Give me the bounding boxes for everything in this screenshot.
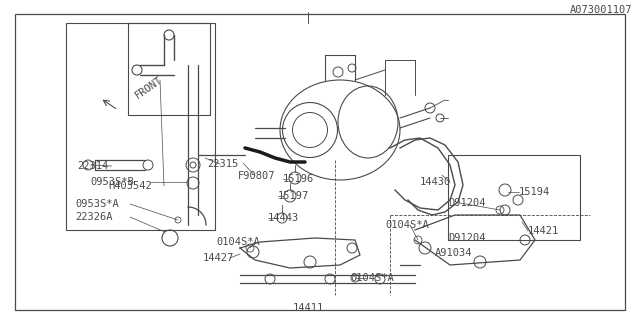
- Text: D91204: D91204: [448, 198, 486, 208]
- Text: 14421: 14421: [528, 226, 559, 236]
- Text: 22314: 22314: [77, 161, 108, 171]
- Text: 14411: 14411: [292, 303, 324, 313]
- Text: 0104S*A: 0104S*A: [350, 273, 394, 283]
- Text: F90807: F90807: [238, 171, 275, 181]
- Text: 15196: 15196: [283, 174, 314, 184]
- Text: 0104S*A: 0104S*A: [216, 237, 260, 247]
- Text: 14443: 14443: [268, 213, 300, 223]
- Bar: [66, 23, 215, 230]
- Text: 22326A: 22326A: [75, 212, 113, 222]
- Text: A91034: A91034: [435, 248, 472, 258]
- Text: 14427: 14427: [203, 253, 234, 263]
- Text: 14430: 14430: [420, 177, 451, 187]
- Text: 22315: 22315: [207, 159, 238, 169]
- Text: A073001107: A073001107: [570, 5, 632, 15]
- Text: 15197: 15197: [278, 191, 309, 201]
- Text: D91204: D91204: [448, 233, 486, 243]
- Bar: [128, 23, 210, 115]
- Text: H403542: H403542: [108, 181, 152, 191]
- Text: 0104S*A: 0104S*A: [385, 220, 429, 230]
- Text: 0953S*A: 0953S*A: [75, 199, 119, 209]
- Text: 0953S*B: 0953S*B: [90, 177, 134, 187]
- Text: FRONT: FRONT: [133, 75, 164, 101]
- Text: 15194: 15194: [519, 187, 550, 197]
- Bar: [448, 155, 580, 240]
